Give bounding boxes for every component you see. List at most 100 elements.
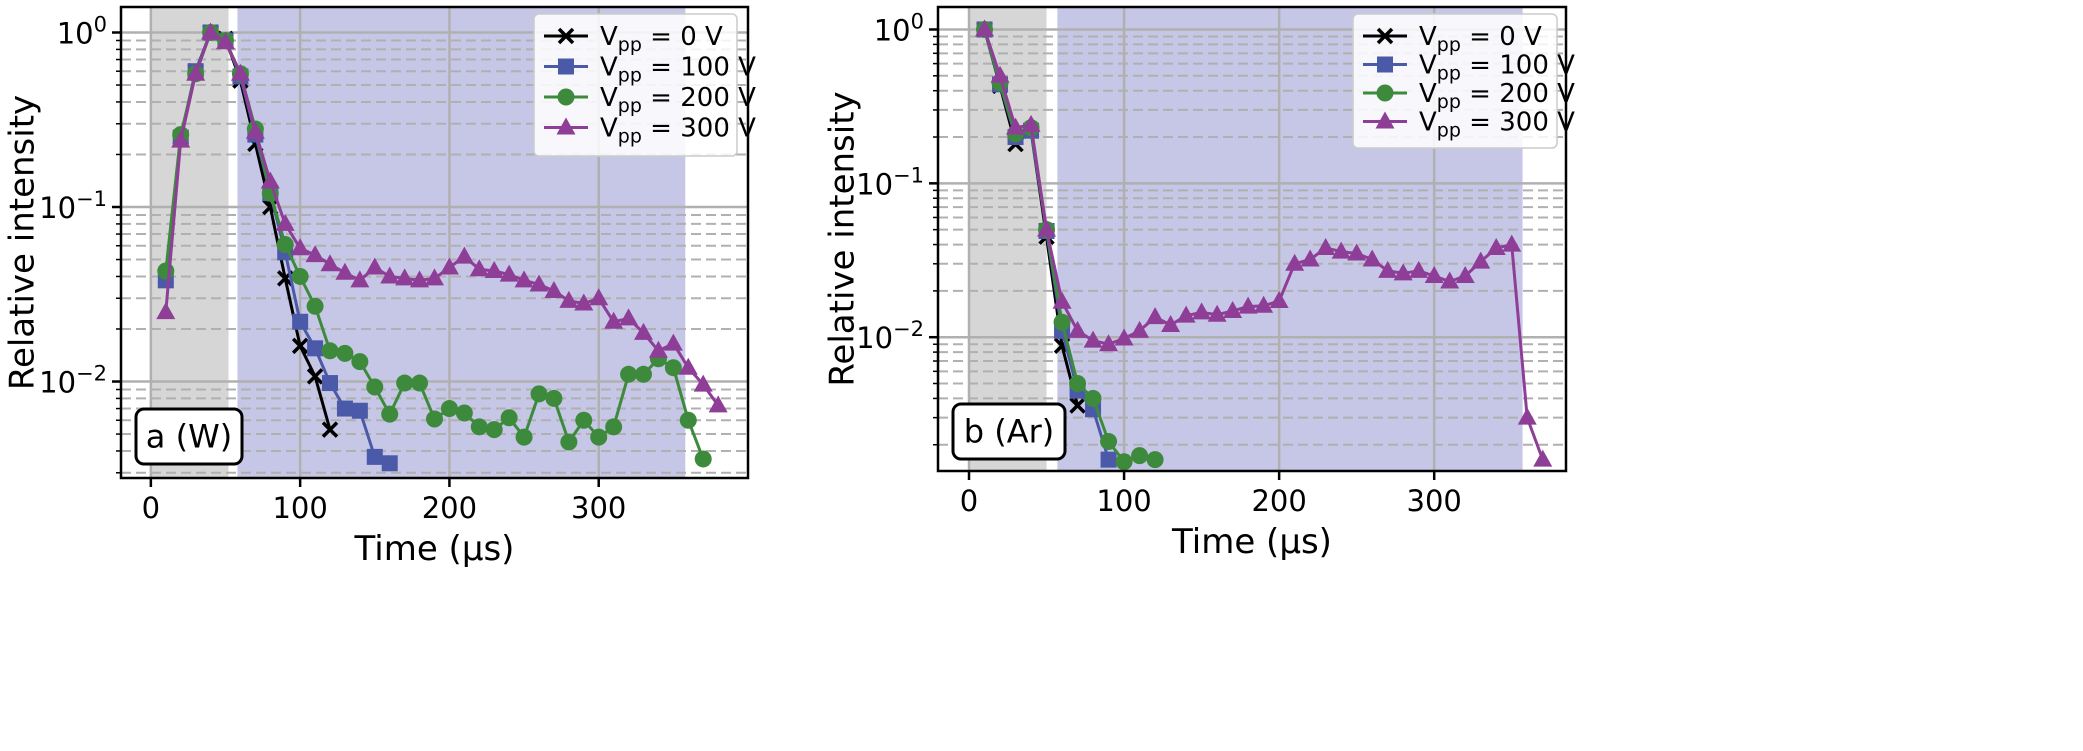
data-point-2-8: [1100, 432, 1118, 450]
x-tick-label: 200: [1251, 484, 1306, 518]
data-point-3-0: [156, 302, 176, 320]
data-point-3-5: [230, 63, 250, 81]
data-point-3-22: [1316, 237, 1336, 255]
x-tick-label: 0: [142, 491, 160, 525]
data-point-2-34: [664, 359, 682, 377]
data-point-3-7: [260, 171, 280, 189]
data-point-2-25: [530, 385, 548, 403]
data-point-3-7: [1083, 330, 1103, 348]
legend-entry-2: Vpp = 200 V: [1419, 79, 1575, 113]
legend-box: [533, 13, 738, 157]
data-point-3-19: [439, 257, 459, 275]
x-tick-label: 300: [571, 491, 626, 525]
data-point-3-10: [1130, 320, 1150, 338]
y-tick-label-base: 10: [39, 191, 76, 225]
data-point-3-32: [634, 322, 653, 340]
data-point-0-11-stroke-b: [321, 421, 339, 438]
data-point-3-3: [201, 22, 221, 40]
data-point-3-9: [1114, 328, 1134, 346]
data-point-1-14: [366, 448, 383, 465]
data-point-3-10: [305, 245, 325, 263]
data-point-2-29: [590, 428, 608, 446]
legend-entry-base: V: [600, 22, 618, 52]
data-point-3-14: [1192, 302, 1212, 320]
data-point-3-24: [514, 270, 534, 288]
legend-entry-3: Vpp = 300 V: [600, 114, 756, 148]
data-point-3-19: [1269, 290, 1289, 308]
legend-entry-sub: pp: [618, 34, 642, 56]
data-point-2-11: [1146, 451, 1164, 469]
data-point-3-17: [1238, 296, 1258, 314]
panel-label-box: [951, 402, 1067, 461]
data-point-3-23: [1331, 241, 1351, 259]
legend-marker-0-stroke-b: [557, 27, 575, 45]
data-point-2-13: [351, 353, 369, 371]
legend-entry-base: V: [1419, 79, 1437, 109]
legend-marker-1: [1377, 56, 1393, 73]
data-point-3-34: [1502, 234, 1522, 252]
data-point-3-31: [1455, 265, 1475, 283]
data-point-2-32: [635, 365, 652, 383]
data-point-3-28: [1409, 260, 1429, 278]
data-point-3-0: [975, 19, 995, 37]
y-tick-label: 10−1: [39, 187, 107, 225]
data-point-3-30: [604, 311, 624, 329]
data-point-3-3: [1021, 114, 1041, 132]
data-point-2-28: [575, 411, 593, 429]
data-point-2-16: [396, 374, 414, 392]
data-point-0-6-stroke-b: [1069, 397, 1086, 414]
data-point-2-9: [1115, 453, 1133, 471]
data-point-2-0: [157, 262, 175, 280]
data-point-0-7-stroke-b: [262, 198, 279, 216]
y-tick-label-base: 10: [39, 366, 76, 400]
data-point-3-27: [559, 290, 579, 308]
data-point-3-17: [410, 270, 430, 288]
data-point-3-30: [1440, 271, 1460, 289]
data-point-3-1: [990, 65, 1010, 83]
legend-marker-0: [1376, 27, 1394, 45]
data-point-3-8: [1099, 334, 1119, 352]
y-tick-label-base: 10: [57, 17, 94, 51]
data-point-2-36: [694, 450, 712, 468]
legend-entry-rest: = 300 V: [642, 114, 756, 144]
data-point-1-12: [336, 400, 353, 417]
legend-entry-1: Vpp = 100 V: [1419, 51, 1575, 85]
data-point-2-21: [470, 418, 488, 436]
data-point-3-6: [1068, 320, 1088, 338]
legend-entry-base: V: [600, 83, 618, 113]
data-point-3-20: [1285, 253, 1305, 271]
panel-label-text: b (Ar): [964, 413, 1055, 451]
panel-label: b (Ar): [951, 402, 1067, 461]
data-point-2-31: [620, 365, 638, 383]
y-tick-label-exp: −1: [893, 163, 924, 187]
legend-box: [1352, 13, 1558, 149]
data-point-3-1: [171, 130, 191, 148]
data-point-3-13: [1176, 305, 1196, 323]
panel-label-text: a (W): [146, 418, 232, 456]
legend-marker-1: [558, 58, 574, 75]
data-point-1-9: [292, 313, 309, 330]
data-point-2-17: [411, 374, 429, 392]
data-point-1-8: [1100, 451, 1117, 468]
data-point-3-31: [619, 308, 639, 326]
data-point-2-27: [560, 433, 578, 451]
data-point-3-37: [708, 395, 728, 413]
data-point-3-21: [1300, 249, 1320, 267]
data-point-2-14: [366, 378, 384, 396]
y-tick-label-exp: 0: [94, 13, 107, 37]
legend-entry-base: V: [600, 53, 618, 83]
data-point-3-26: [1378, 260, 1398, 278]
y-axis-label: Relative intensity: [3, 95, 43, 390]
data-point-2-11: [321, 342, 339, 360]
legend-entry-rest: = 300 V: [1461, 108, 1575, 138]
legend-entry-sub: pp: [618, 65, 642, 87]
data-point-2-35: [679, 411, 697, 429]
legend-entry-rest: = 100 V: [642, 53, 756, 83]
data-point-3-15: [1207, 304, 1227, 322]
data-point-2-18: [426, 410, 443, 428]
data-point-3-25: [1362, 249, 1382, 267]
data-point-2-23: [500, 409, 518, 427]
